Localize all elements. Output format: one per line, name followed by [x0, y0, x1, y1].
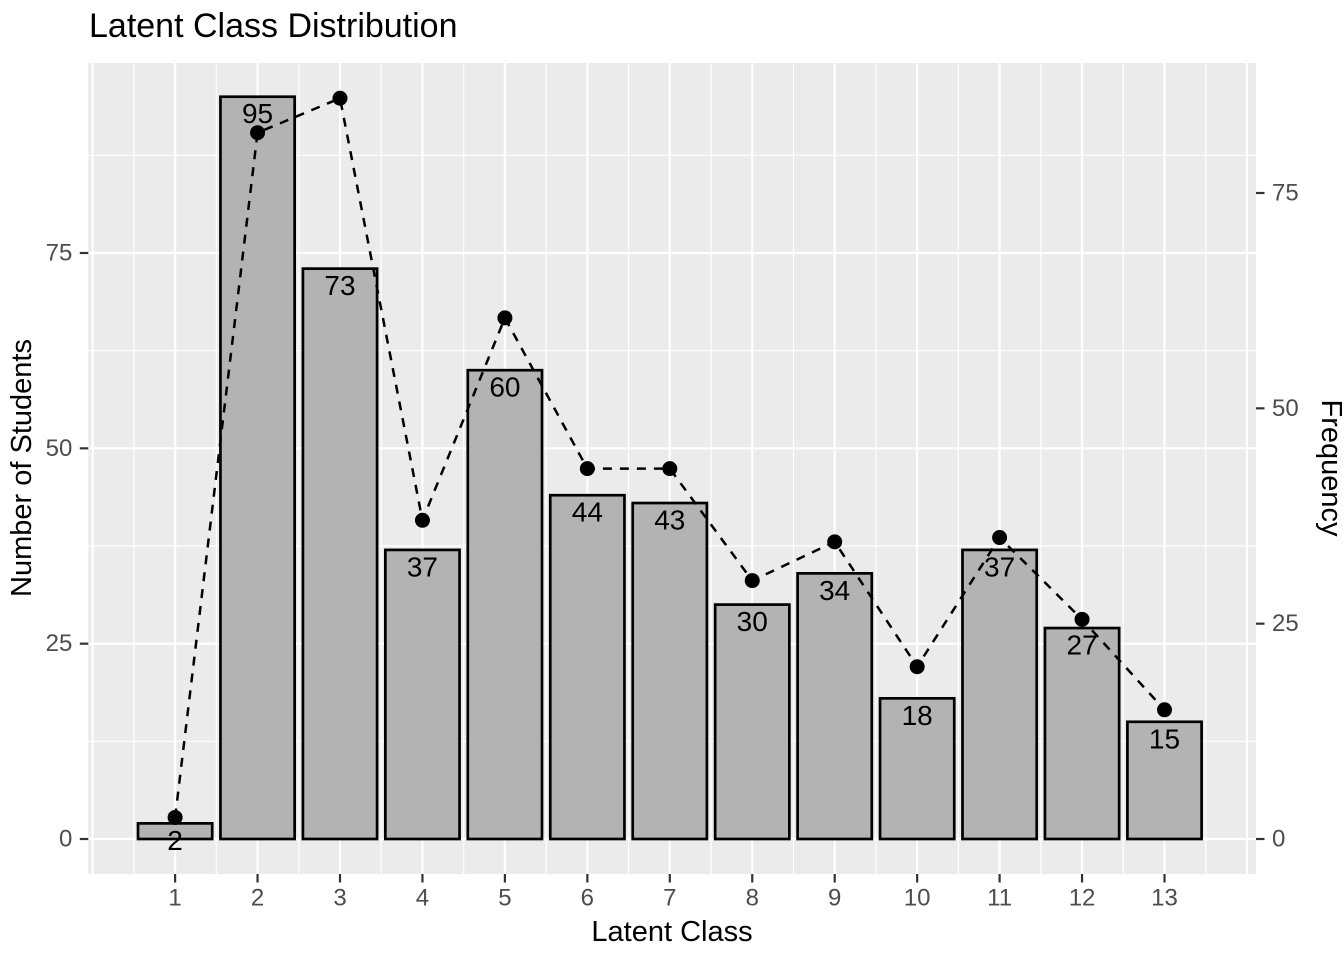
bar-value-label-1: 2	[167, 825, 183, 856]
bar-class-12	[1043, 626, 1121, 841]
x-axis-tick-label: 8	[746, 885, 759, 912]
left-axis-tick-label: 50	[46, 435, 73, 462]
x-axis-tick-label: 6	[581, 885, 594, 912]
x-axis-tick-label: 10	[904, 885, 931, 912]
bar-value-label-9: 34	[819, 575, 850, 606]
x-axis-tick-label: 12	[1069, 885, 1096, 912]
frequency-point-6	[579, 461, 595, 477]
right-axis-tick-label: 75	[1272, 180, 1299, 207]
right-axis-tick-label: 50	[1272, 395, 1299, 422]
frequency-point-9	[827, 534, 843, 550]
x-axis-tick-label: 11	[987, 885, 1012, 912]
x-axis-tick-label: 7	[663, 885, 676, 912]
bar-value-label-8: 30	[737, 606, 768, 637]
frequency-point-12	[1074, 611, 1090, 627]
bar-class-4	[384, 548, 461, 841]
bar-value-label-4: 37	[407, 551, 438, 582]
frequency-point-5	[497, 310, 513, 326]
x-axis-tick-label: 13	[1151, 885, 1178, 912]
bar-class-6	[548, 493, 626, 841]
bar-class-10	[878, 697, 956, 841]
frequency-point-3	[332, 90, 348, 106]
frequency-point-2	[250, 125, 266, 141]
bar-value-label-7: 43	[654, 505, 685, 536]
frequency-point-1	[167, 809, 183, 825]
bar-class-8	[713, 603, 791, 841]
bar-class-2	[219, 95, 296, 841]
frequency-point-4	[414, 512, 430, 528]
x-axis-tick-label: 9	[828, 885, 841, 912]
frequency-point-11	[992, 530, 1008, 546]
bar-value-label-12: 27	[1066, 630, 1097, 661]
bar-class-7	[631, 501, 709, 841]
bar-value-label-6: 44	[572, 497, 603, 528]
x-axis-tick-label: 3	[333, 885, 346, 912]
bar-value-label-13: 15	[1149, 723, 1180, 754]
bar-class-3	[301, 267, 379, 841]
bar-value-label-3: 73	[324, 270, 355, 301]
bar-class-5	[466, 368, 544, 841]
frequency-point-13	[1157, 702, 1172, 718]
x-axis-title: Latent Class	[591, 916, 752, 948]
bar-class-11	[961, 548, 1039, 841]
x-axis-tick-label: 2	[251, 885, 264, 912]
bar-class-9	[796, 571, 874, 841]
left-axis-tick-label: 25	[46, 630, 73, 657]
y-axis-title-right: Frequency	[1315, 399, 1344, 537]
right-axis-tick-label: 0	[1272, 826, 1285, 853]
bar-value-label-5: 60	[489, 372, 520, 403]
x-axis-tick-label: 5	[498, 885, 511, 912]
bar-value-label-10: 18	[902, 700, 933, 731]
bar-value-label-2: 95	[242, 98, 273, 129]
x-axis-tick-label: 1	[168, 885, 181, 912]
frequency-point-10	[909, 659, 925, 675]
left-axis-tick-label: 75	[46, 240, 73, 267]
y-axis-title-left: Number of Students	[6, 339, 38, 597]
bar-class-13	[1126, 720, 1203, 841]
frequency-point-7	[662, 461, 678, 477]
right-axis-tick-label: 25	[1272, 610, 1299, 637]
plot-title: Latent Class Distribution	[89, 7, 458, 45]
frequency-point-8	[744, 573, 760, 589]
left-axis-tick-label: 0	[59, 826, 72, 853]
x-axis-tick-label: 4	[416, 885, 429, 912]
bar-value-label-11: 37	[984, 551, 1015, 582]
